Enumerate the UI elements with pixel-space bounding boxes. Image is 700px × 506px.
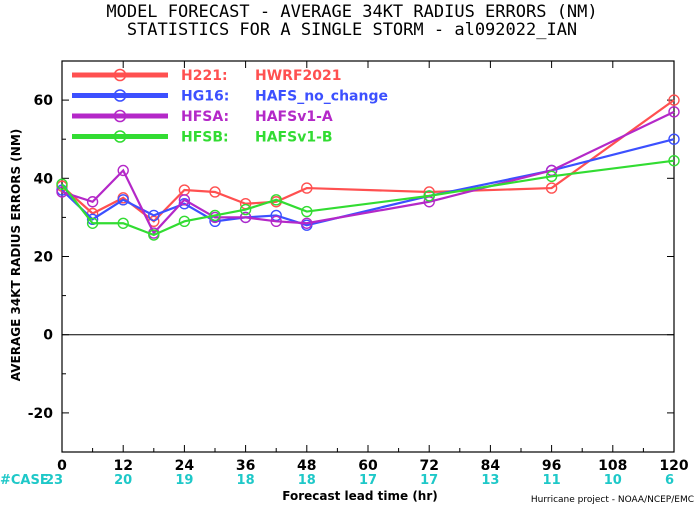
x-tick-label: 24	[175, 458, 195, 474]
plot-frame	[61, 60, 675, 453]
case-count: 23	[45, 473, 63, 488]
case-count: 18	[237, 473, 255, 488]
data-point	[117, 194, 129, 206]
x-tick-label: 12	[113, 458, 132, 474]
data-point	[117, 164, 129, 177]
data-point	[117, 217, 129, 229]
case-count: 10	[604, 473, 622, 488]
chart-subtitle: STATISTICS FOR A SINGLE STORM - al092022…	[127, 20, 577, 40]
case-count: 17	[420, 473, 438, 488]
x-tick-label: 108	[598, 458, 627, 474]
x-tick-label: 36	[236, 458, 255, 474]
data-point	[148, 229, 160, 241]
case-count: 6	[665, 473, 674, 488]
y-axis-label: AVERAGE 34KT RADIUS ERRORS (NM)	[9, 129, 23, 381]
legend-code: HFSA:	[181, 109, 229, 125]
data-point	[209, 186, 221, 198]
data-point	[668, 155, 680, 167]
data-point	[239, 211, 252, 224]
data-point	[545, 182, 558, 194]
data-point	[668, 106, 680, 118]
legend-label: HWRF2021	[255, 68, 341, 84]
x-axis-label: Forecast lead time (hr)	[282, 489, 438, 503]
legend-label: HAFS_no_change	[255, 89, 388, 105]
legend-code: H221:	[181, 68, 228, 84]
case-count: 19	[175, 473, 193, 488]
series-line	[61, 110, 675, 235]
series-line	[61, 159, 675, 237]
data-point	[178, 194, 191, 206]
y-tick-label: -20	[28, 406, 54, 422]
data-point	[423, 190, 435, 202]
data-point	[209, 209, 221, 222]
data-point	[148, 209, 160, 222]
data-point	[86, 217, 99, 229]
credit-text: Hurricane project - NOAA/NCEP/EMC	[531, 495, 694, 505]
x-tick-label: 72	[419, 458, 438, 474]
y-tick-label: 20	[34, 250, 54, 266]
legend-marker	[113, 109, 127, 123]
data-point	[668, 133, 680, 145]
data-point	[270, 194, 282, 206]
y-tick-label: 0	[43, 328, 53, 344]
data-point	[270, 215, 282, 228]
data-point	[301, 182, 313, 194]
x-tick-label: 0	[57, 458, 67, 474]
legend-marker	[113, 68, 127, 82]
case-count: 11	[543, 473, 561, 488]
data-point	[301, 217, 313, 229]
plot-area: 0 12 24 36 48 60 72 84 96 108 120 -20 0 20 40 60 H221: HW…	[28, 60, 689, 474]
legend-marker	[113, 89, 127, 102]
y-tick-label: 60	[34, 93, 54, 109]
data-point	[239, 203, 252, 216]
case-count: 20	[114, 473, 132, 488]
legend-marker	[113, 130, 127, 143]
chart-title: MODEL FORECAST - AVERAGE 34KT RADIUS ERR…	[106, 2, 597, 22]
data-point	[545, 170, 558, 183]
legend-code: HG16:	[181, 89, 229, 105]
data-point	[86, 196, 99, 208]
case-count: 13	[481, 473, 499, 488]
data-point	[178, 215, 191, 228]
x-tick-label: 84	[481, 458, 501, 474]
legend-code: HFSB:	[181, 130, 229, 146]
legend-label: HAFSv1-A	[255, 109, 333, 125]
case-count: 18	[298, 473, 316, 488]
data-point	[301, 205, 313, 218]
y-tick-label: 40	[34, 171, 54, 187]
legend-label: HAFSv1-B	[255, 130, 333, 146]
data-point	[668, 94, 680, 106]
case-label: #CASE	[0, 473, 49, 488]
case-count: 17	[359, 473, 377, 488]
x-tick-label: 48	[297, 458, 316, 474]
data-point	[56, 178, 68, 190]
x-tick-label: 60	[358, 458, 378, 474]
x-tick-label: 120	[659, 458, 688, 474]
x-tick-label: 96	[542, 458, 561, 474]
